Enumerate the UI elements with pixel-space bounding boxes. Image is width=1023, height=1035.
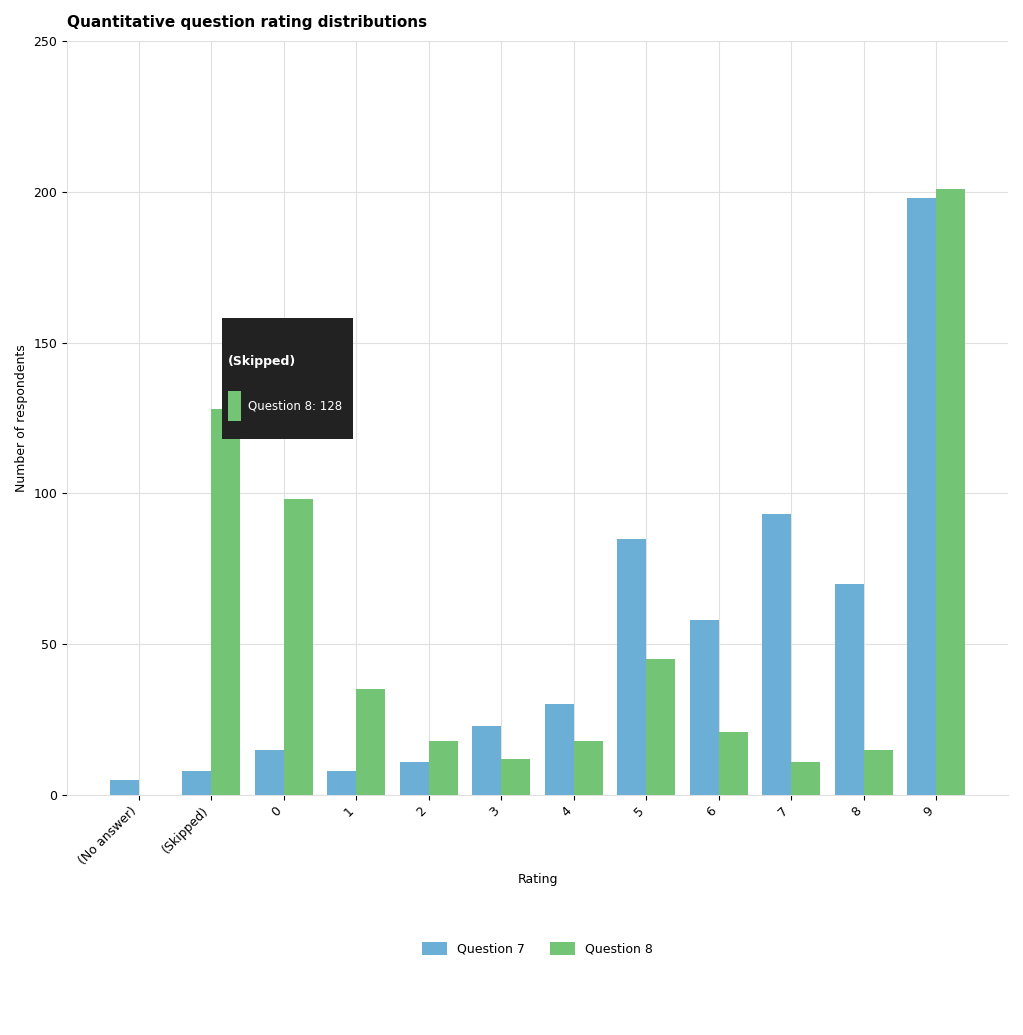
Bar (429, 741, 458, 795)
Text: Question 8: 128: Question 8: 128 (248, 400, 342, 412)
Bar (255, 749, 283, 795)
Bar (473, 726, 501, 795)
Bar (400, 762, 429, 795)
Bar (182, 771, 212, 795)
Bar (762, 514, 791, 795)
Bar (617, 538, 647, 795)
Bar (327, 771, 356, 795)
Text: Quantitative question rating distributions: Quantitative question rating distributio… (68, 14, 428, 30)
Bar (936, 188, 966, 795)
Y-axis label: Number of respondents: Number of respondents (15, 344, 28, 492)
Bar (109, 779, 139, 795)
FancyBboxPatch shape (228, 391, 241, 421)
Bar (212, 409, 240, 795)
Bar (283, 499, 313, 795)
Text: (Skipped): (Skipped) (228, 355, 297, 367)
Bar (863, 749, 893, 795)
Bar (690, 620, 719, 795)
Bar (545, 705, 574, 795)
Bar (356, 689, 386, 795)
X-axis label: Rating: Rating (518, 874, 558, 886)
Bar (791, 762, 820, 795)
FancyBboxPatch shape (222, 319, 353, 439)
Bar (719, 732, 748, 795)
Bar (574, 741, 603, 795)
Bar (835, 584, 863, 795)
Bar (907, 198, 936, 795)
Legend: Question 7, Question 8: Question 7, Question 8 (417, 937, 658, 960)
Bar (647, 659, 675, 795)
Bar (501, 759, 530, 795)
